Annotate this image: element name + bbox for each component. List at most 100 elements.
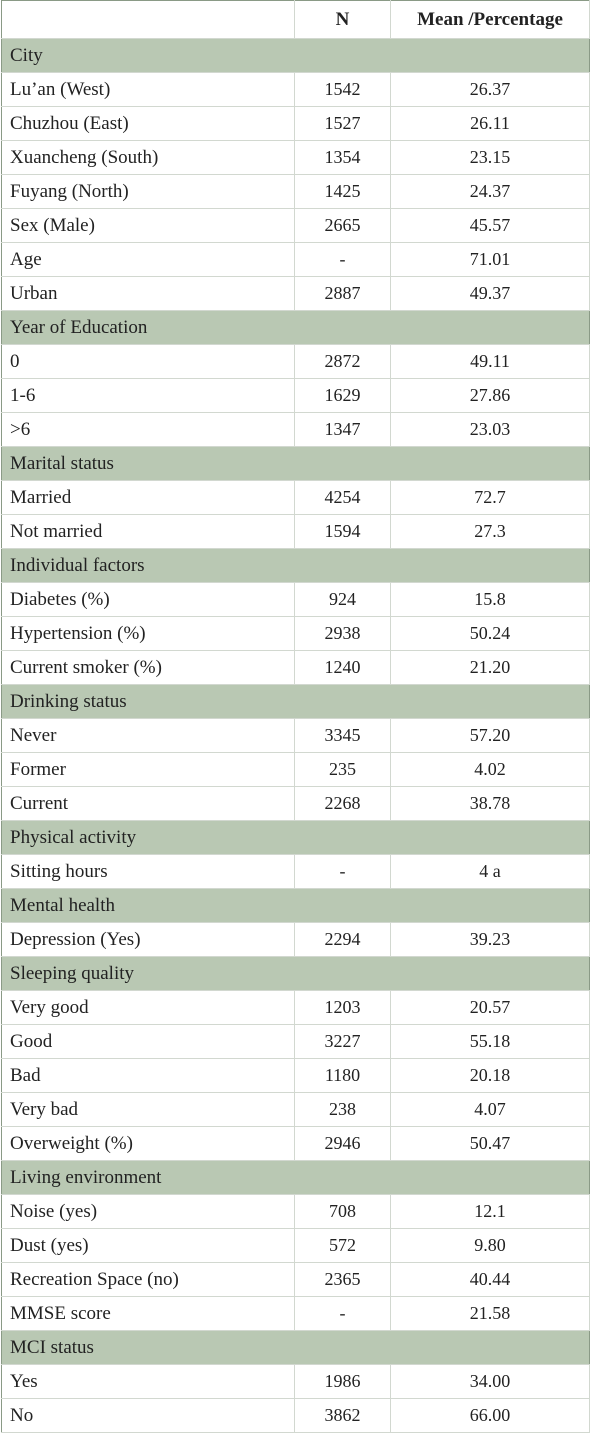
- header-cell: N: [294, 0, 391, 39]
- data-row: Fuyang (North) 1425 24.37: [1, 174, 590, 209]
- section-label: Mental health: [1, 888, 590, 923]
- row-label: 0: [1, 344, 295, 379]
- mean-cell: 23.03: [390, 412, 590, 447]
- section-label: Sleeping quality: [1, 956, 590, 991]
- row-label: Yes: [1, 1364, 295, 1399]
- n-cell: 2872: [294, 344, 391, 379]
- data-row: Married 4254 72.7: [1, 480, 590, 515]
- n-cell: 4254: [294, 480, 391, 515]
- data-row: Overweight (%) 2946 50.47: [1, 1126, 590, 1161]
- mean-cell: 66.00: [390, 1398, 590, 1433]
- mean-cell: 50.47: [390, 1126, 590, 1161]
- section-row: Mental health: [1, 888, 590, 923]
- row-label: Current: [1, 786, 295, 821]
- data-row: Sitting hours -4 a: [1, 854, 590, 889]
- section-label: MCI status: [1, 1330, 590, 1365]
- row-label: MMSE score: [1, 1296, 295, 1331]
- n-cell: 1527: [294, 106, 391, 141]
- section-label: Individual factors: [1, 548, 590, 583]
- section-row: Sleeping quality: [1, 956, 590, 991]
- data-row: Recreation Space (no) 2365 40.44: [1, 1262, 590, 1297]
- data-row: >6 1347 23.03: [1, 412, 590, 447]
- n-cell: 1203: [294, 990, 391, 1025]
- mean-cell: 50.24: [390, 616, 590, 651]
- data-row: 0 2872 49.11: [1, 344, 590, 379]
- row-label: Very good: [1, 990, 295, 1025]
- section-row: City: [1, 38, 590, 73]
- mean-cell: 39.23: [390, 922, 590, 957]
- n-cell: 2938: [294, 616, 391, 651]
- data-row: Age -71.01: [1, 242, 590, 277]
- mean-cell: 20.18: [390, 1058, 590, 1093]
- data-row: Hypertension (%) 2938 50.24: [1, 616, 590, 651]
- data-row: Lu’an (West) 1542 26.37: [1, 72, 590, 107]
- row-label: Sex (Male): [1, 208, 295, 243]
- data-row: Current smoker (%) 1240 21.20: [1, 650, 590, 685]
- n-cell: 3345: [294, 718, 391, 753]
- mean-cell: 49.37: [390, 276, 590, 311]
- data-row: MMSE score -21.58: [1, 1296, 590, 1331]
- row-label: Lu’an (West): [1, 72, 295, 107]
- data-row: Current 2268 38.78: [1, 786, 590, 821]
- n-cell: 2365: [294, 1262, 391, 1297]
- row-label: Depression (Yes): [1, 922, 295, 957]
- data-row: Noise (yes) 708 12.1: [1, 1194, 590, 1229]
- row-label: Urban: [1, 276, 295, 311]
- n-cell: 238: [294, 1092, 391, 1127]
- data-row: Very bad 238 4.07: [1, 1092, 590, 1127]
- section-row: Drinking status: [1, 684, 590, 719]
- n-cell: 924: [294, 582, 391, 617]
- n-cell: 1240: [294, 650, 391, 685]
- row-label: Recreation Space (no): [1, 1262, 295, 1297]
- data-row: No 3862 66.00: [1, 1398, 590, 1433]
- row-label: Sitting hours: [1, 854, 295, 889]
- row-label: Never: [1, 718, 295, 753]
- data-row: Sex (Male) 2665 45.57: [1, 208, 590, 243]
- n-cell: 2887: [294, 276, 391, 311]
- data-row: Very good 1203 20.57: [1, 990, 590, 1025]
- section-label: Marital status: [1, 446, 590, 481]
- mean-cell: 38.78: [390, 786, 590, 821]
- data-row: Former 235 4.02: [1, 752, 590, 787]
- row-label: Former: [1, 752, 295, 787]
- mean-cell: 71.01: [390, 242, 590, 277]
- row-label: Xuancheng (South): [1, 140, 295, 175]
- row-label: No: [1, 1398, 295, 1433]
- data-row: Depression (Yes) 2294 39.23: [1, 922, 590, 957]
- n-cell: 1629: [294, 378, 391, 413]
- n-cell: 2268: [294, 786, 391, 821]
- data-row: Never 3345 57.20: [1, 718, 590, 753]
- mean-cell: 72.7: [390, 480, 590, 515]
- n-cell: 1180: [294, 1058, 391, 1093]
- n-cell: 235: [294, 752, 391, 787]
- table-body: City Lu’an (West) 1542 26.37 Chuzhou (East) 1…: [1, 38, 590, 1433]
- n-cell: 2946: [294, 1126, 391, 1161]
- mean-cell: 9.80: [390, 1228, 590, 1263]
- data-row: Dust (yes) 572 9.80: [1, 1228, 590, 1263]
- row-label: Noise (yes): [1, 1194, 295, 1229]
- mean-cell: 49.11: [390, 344, 590, 379]
- n-cell: -: [294, 242, 391, 277]
- row-label: Current smoker (%): [1, 650, 295, 685]
- section-row: Marital status: [1, 446, 590, 481]
- mean-cell: 15.8: [390, 582, 590, 617]
- header-row: N Mean /Percentage: [1, 0, 590, 39]
- row-label: Chuzhou (East): [1, 106, 295, 141]
- data-row: Yes 1986 34.00: [1, 1364, 590, 1399]
- n-cell: -: [294, 1296, 391, 1331]
- data-row: Bad 1180 20.18: [1, 1058, 590, 1093]
- n-cell: 1594: [294, 514, 391, 549]
- data-row: Chuzhou (East) 1527 26.11: [1, 106, 590, 141]
- mean-cell: 57.20: [390, 718, 590, 753]
- data-row: Urban 2887 49.37: [1, 276, 590, 311]
- section-row: Individual factors: [1, 548, 590, 583]
- section-label: Living environment: [1, 1160, 590, 1195]
- section-row: MCI status: [1, 1330, 590, 1365]
- n-cell: 1347: [294, 412, 391, 447]
- section-row: Year of Education: [1, 310, 590, 345]
- n-cell: 3862: [294, 1398, 391, 1433]
- row-label: Not married: [1, 514, 295, 549]
- row-label: Married: [1, 480, 295, 515]
